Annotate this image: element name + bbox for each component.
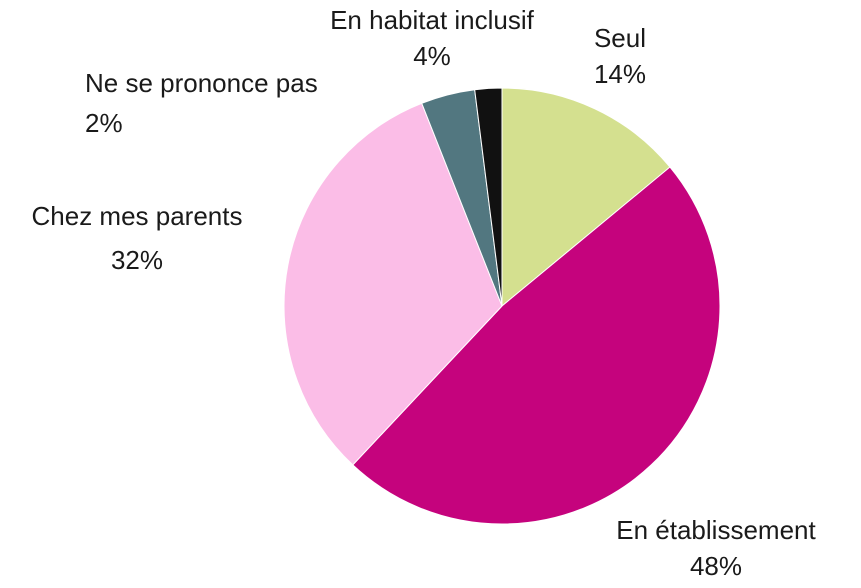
pie-slice (474, 87, 503, 307)
slice-label: En établissement (616, 515, 816, 545)
slice-value-label: 32% (111, 245, 163, 275)
slice-value-label: 2% (85, 108, 123, 138)
pie-slice (501, 87, 671, 308)
pie-slice (283, 102, 503, 466)
slice-label: En habitat inclusif (330, 5, 535, 35)
slice-value-label: 14% (594, 59, 646, 89)
pie-slice (352, 166, 721, 525)
slice-value-label: 48% (690, 551, 742, 581)
slice-label: Chez mes parents (32, 201, 243, 231)
slice-label: Ne se prononce pas (85, 68, 318, 98)
slice-label: Seul (594, 23, 646, 53)
slice-value-label: 4% (413, 41, 451, 71)
